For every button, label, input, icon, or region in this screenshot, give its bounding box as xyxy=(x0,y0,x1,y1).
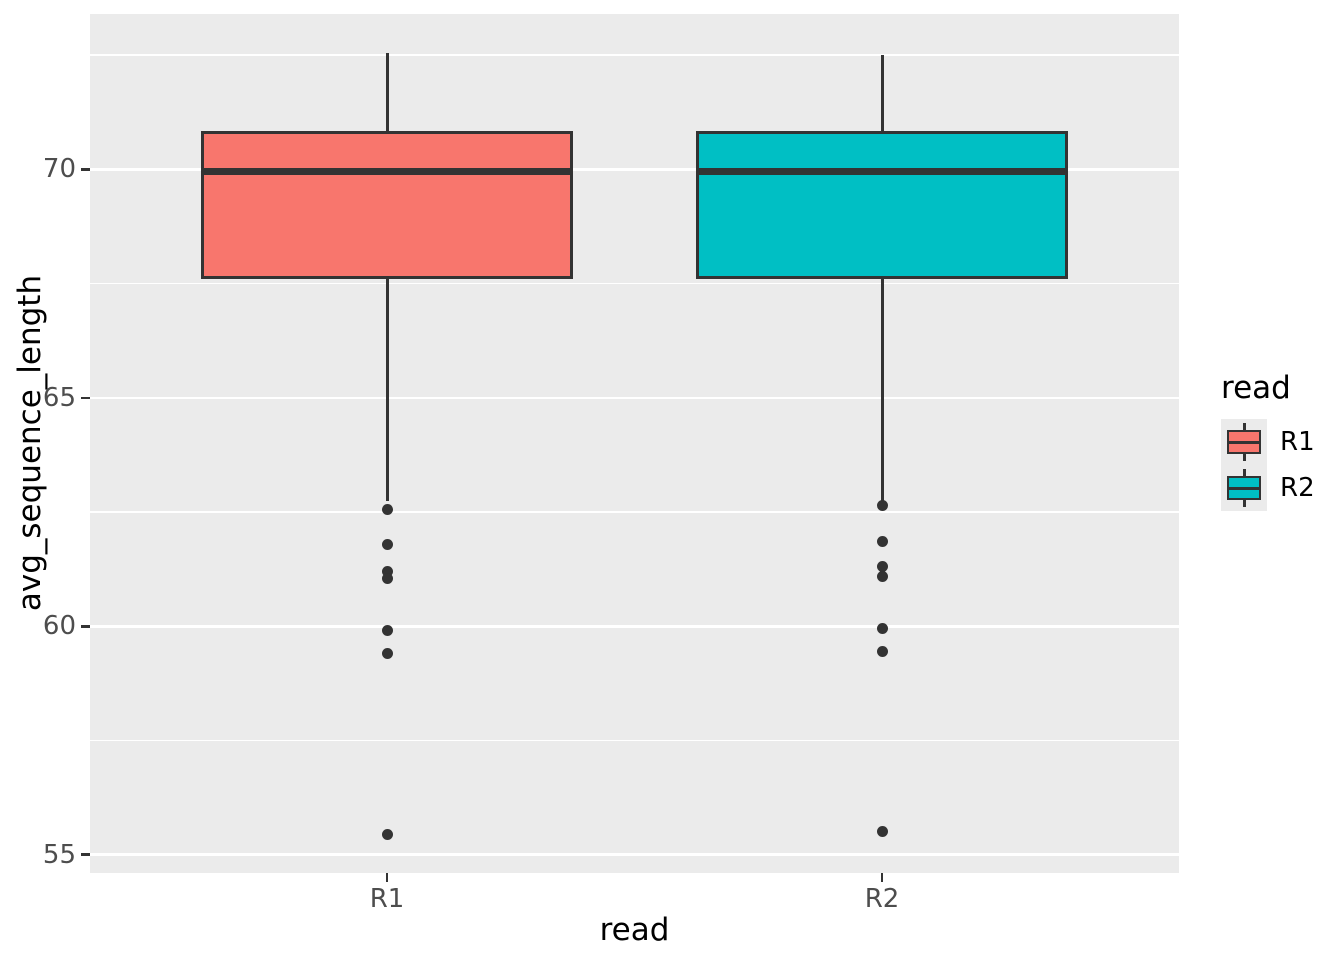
gridline-major xyxy=(90,396,1179,400)
outlier-point xyxy=(876,499,888,511)
key-box xyxy=(1227,430,1261,454)
legend-title: read xyxy=(1221,370,1291,406)
boxplot-key-icon xyxy=(1221,465,1267,511)
y-axis-title: avg_sequence_length xyxy=(12,274,48,612)
legend-item-r2: R2 xyxy=(1221,465,1315,511)
x-tick-label: R1 xyxy=(369,884,405,914)
y-tick-mark xyxy=(81,853,90,856)
outlier-point xyxy=(381,572,393,584)
whisker-upper xyxy=(880,55,884,131)
y-tick-mark xyxy=(81,168,90,171)
key-median-line xyxy=(1229,486,1259,490)
x-tick-label: R2 xyxy=(864,884,900,914)
key-median-line xyxy=(1229,440,1259,444)
gridline-major xyxy=(90,625,1179,628)
legend-label-r2: R2 xyxy=(1280,473,1315,503)
box-r2 xyxy=(696,130,1068,279)
outlier-point xyxy=(381,625,393,637)
gridline-minor xyxy=(90,54,1179,56)
y-tick-mark xyxy=(81,625,90,628)
outlier-point xyxy=(876,561,888,573)
outlier-point xyxy=(381,828,393,840)
gridline-minor xyxy=(90,282,1179,285)
outlier-point xyxy=(876,536,888,548)
x-axis-title: read xyxy=(599,912,670,948)
legend-item-r1: R1 xyxy=(1221,419,1315,465)
outlier-point xyxy=(876,645,888,657)
y-tick-label: 60 xyxy=(42,611,76,642)
outlier-point xyxy=(381,648,393,660)
boxplot-key-icon xyxy=(1221,419,1267,465)
whisker-upper xyxy=(385,52,389,131)
outlier-point xyxy=(381,565,393,577)
outlier-point xyxy=(876,826,888,838)
gridline-minor xyxy=(90,739,1179,742)
outlier-point xyxy=(876,623,888,635)
gridline-major xyxy=(90,168,1179,171)
x-tick-mark xyxy=(385,873,389,882)
key-box xyxy=(1227,476,1261,500)
outlier-point xyxy=(876,570,888,582)
whisker-lower xyxy=(880,279,884,501)
gridline-minor xyxy=(90,511,1179,513)
median-line xyxy=(204,168,570,176)
y-tick-label: 65 xyxy=(42,382,76,413)
legend-label-r1: R1 xyxy=(1280,427,1315,457)
whisker-lower xyxy=(385,279,389,501)
median-line xyxy=(699,168,1065,176)
legend: read R1 R2 xyxy=(1221,370,1315,511)
y-tick-label: 70 xyxy=(42,154,76,185)
x-tick-mark xyxy=(880,873,884,882)
plot-panel xyxy=(90,14,1179,873)
box-r1 xyxy=(201,130,573,279)
legend-items: R1 R2 xyxy=(1221,419,1315,511)
gridline-major xyxy=(90,853,1179,856)
outlier-point xyxy=(381,504,393,516)
y-tick-label: 55 xyxy=(42,839,76,870)
y-tick-mark xyxy=(81,396,90,400)
outlier-point xyxy=(381,538,393,550)
